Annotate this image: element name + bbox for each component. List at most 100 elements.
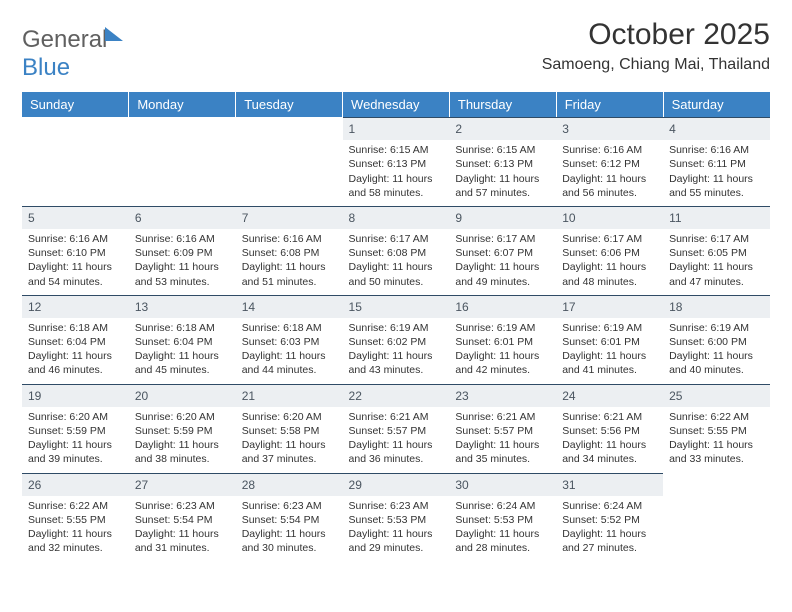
day-number: 14 <box>236 295 343 318</box>
day-number: 5 <box>22 206 129 229</box>
day-number: 17 <box>556 295 663 318</box>
calendar-cell: 5Sunrise: 6:16 AMSunset: 6:10 PMDaylight… <box>22 206 129 295</box>
day-details: Sunrise: 6:18 AMSunset: 6:04 PMDaylight:… <box>129 318 236 384</box>
day-number: 29 <box>343 473 450 496</box>
day-details: Sunrise: 6:17 AMSunset: 6:05 PMDaylight:… <box>663 229 770 295</box>
day-number: 25 <box>663 384 770 407</box>
sunrise-line: Sunrise: 6:16 AM <box>669 143 764 157</box>
daylight-line: Daylight: 11 hours and 57 minutes. <box>455 172 550 200</box>
calendar-cell: 11Sunrise: 6:17 AMSunset: 6:05 PMDayligh… <box>663 206 770 295</box>
sunset-line: Sunset: 6:04 PM <box>28 335 123 349</box>
day-details: Sunrise: 6:21 AMSunset: 5:56 PMDaylight:… <box>556 407 663 473</box>
day-details: Sunrise: 6:24 AMSunset: 5:52 PMDaylight:… <box>556 496 663 562</box>
sunset-line: Sunset: 5:52 PM <box>562 513 657 527</box>
sunrise-line: Sunrise: 6:19 AM <box>455 321 550 335</box>
sunrise-line: Sunrise: 6:18 AM <box>135 321 230 335</box>
daylight-line: Daylight: 11 hours and 36 minutes. <box>349 438 444 466</box>
weekday-header: Tuesday <box>236 92 343 117</box>
sunrise-line: Sunrise: 6:21 AM <box>349 410 444 424</box>
day-details: Sunrise: 6:24 AMSunset: 5:53 PMDaylight:… <box>449 496 556 562</box>
calendar-body: 1Sunrise: 6:15 AMSunset: 6:13 PMDaylight… <box>22 117 770 561</box>
calendar-cell: 22Sunrise: 6:21 AMSunset: 5:57 PMDayligh… <box>343 384 450 473</box>
sunset-line: Sunset: 6:03 PM <box>242 335 337 349</box>
calendar-page: General Blue October 2025 Samoeng, Chian… <box>0 0 792 571</box>
sunset-line: Sunset: 6:07 PM <box>455 246 550 260</box>
calendar-cell <box>22 117 129 206</box>
day-number: 11 <box>663 206 770 229</box>
calendar-cell: 6Sunrise: 6:16 AMSunset: 6:09 PMDaylight… <box>129 206 236 295</box>
day-details: Sunrise: 6:16 AMSunset: 6:08 PMDaylight:… <box>236 229 343 295</box>
daylight-line: Daylight: 11 hours and 46 minutes. <box>28 349 123 377</box>
calendar-cell: 1Sunrise: 6:15 AMSunset: 6:13 PMDaylight… <box>343 117 450 206</box>
calendar-cell: 31Sunrise: 6:24 AMSunset: 5:52 PMDayligh… <box>556 473 663 562</box>
daylight-line: Daylight: 11 hours and 43 minutes. <box>349 349 444 377</box>
day-details: Sunrise: 6:16 AMSunset: 6:11 PMDaylight:… <box>663 140 770 206</box>
day-number: 13 <box>129 295 236 318</box>
sunrise-line: Sunrise: 6:19 AM <box>669 321 764 335</box>
sunrise-line: Sunrise: 6:21 AM <box>562 410 657 424</box>
day-details: Sunrise: 6:19 AMSunset: 6:01 PMDaylight:… <box>449 318 556 384</box>
daylight-line: Daylight: 11 hours and 35 minutes. <box>455 438 550 466</box>
calendar-cell: 19Sunrise: 6:20 AMSunset: 5:59 PMDayligh… <box>22 384 129 473</box>
sunset-line: Sunset: 5:57 PM <box>349 424 444 438</box>
sunrise-line: Sunrise: 6:23 AM <box>242 499 337 513</box>
calendar-cell: 24Sunrise: 6:21 AMSunset: 5:56 PMDayligh… <box>556 384 663 473</box>
daylight-line: Daylight: 11 hours and 38 minutes. <box>135 438 230 466</box>
daylight-line: Daylight: 11 hours and 47 minutes. <box>669 260 764 288</box>
day-details: Sunrise: 6:20 AMSunset: 5:59 PMDaylight:… <box>22 407 129 473</box>
day-details: Sunrise: 6:23 AMSunset: 5:53 PMDaylight:… <box>343 496 450 562</box>
weekday-header: Saturday <box>663 92 770 117</box>
sunset-line: Sunset: 5:54 PM <box>242 513 337 527</box>
daylight-line: Daylight: 11 hours and 53 minutes. <box>135 260 230 288</box>
calendar-cell: 9Sunrise: 6:17 AMSunset: 6:07 PMDaylight… <box>449 206 556 295</box>
day-details: Sunrise: 6:15 AMSunset: 6:13 PMDaylight:… <box>449 140 556 206</box>
daylight-line: Daylight: 11 hours and 56 minutes. <box>562 172 657 200</box>
calendar-cell: 20Sunrise: 6:20 AMSunset: 5:59 PMDayligh… <box>129 384 236 473</box>
sunrise-line: Sunrise: 6:16 AM <box>135 232 230 246</box>
sunrise-line: Sunrise: 6:19 AM <box>349 321 444 335</box>
day-details: Sunrise: 6:16 AMSunset: 6:09 PMDaylight:… <box>129 229 236 295</box>
calendar-cell: 3Sunrise: 6:16 AMSunset: 6:12 PMDaylight… <box>556 117 663 206</box>
calendar-cell: 28Sunrise: 6:23 AMSunset: 5:54 PMDayligh… <box>236 473 343 562</box>
calendar-cell: 2Sunrise: 6:15 AMSunset: 6:13 PMDaylight… <box>449 117 556 206</box>
weekday-row: SundayMondayTuesdayWednesdayThursdayFrid… <box>22 92 770 117</box>
sunset-line: Sunset: 6:08 PM <box>349 246 444 260</box>
calendar-cell: 29Sunrise: 6:23 AMSunset: 5:53 PMDayligh… <box>343 473 450 562</box>
calendar-cell: 7Sunrise: 6:16 AMSunset: 6:08 PMDaylight… <box>236 206 343 295</box>
calendar-week: 5Sunrise: 6:16 AMSunset: 6:10 PMDaylight… <box>22 206 770 295</box>
sunset-line: Sunset: 5:59 PM <box>135 424 230 438</box>
brand-part2: Blue <box>22 54 70 81</box>
daylight-line: Daylight: 11 hours and 45 minutes. <box>135 349 230 377</box>
day-details: Sunrise: 6:17 AMSunset: 6:08 PMDaylight:… <box>343 229 450 295</box>
sunset-line: Sunset: 6:01 PM <box>455 335 550 349</box>
sunrise-line: Sunrise: 6:24 AM <box>562 499 657 513</box>
sunrise-line: Sunrise: 6:23 AM <box>349 499 444 513</box>
day-details: Sunrise: 6:20 AMSunset: 5:58 PMDaylight:… <box>236 407 343 473</box>
weekday-header: Wednesday <box>343 92 450 117</box>
sunrise-line: Sunrise: 6:17 AM <box>455 232 550 246</box>
day-number: 15 <box>343 295 450 318</box>
sunrise-line: Sunrise: 6:18 AM <box>242 321 337 335</box>
sunset-line: Sunset: 6:12 PM <box>562 157 657 171</box>
day-number: 20 <box>129 384 236 407</box>
sunset-line: Sunset: 6:04 PM <box>135 335 230 349</box>
day-details: Sunrise: 6:19 AMSunset: 6:00 PMDaylight:… <box>663 318 770 384</box>
title-block: October 2025 Samoeng, Chiang Mai, Thaila… <box>542 18 770 74</box>
calendar-cell: 14Sunrise: 6:18 AMSunset: 6:03 PMDayligh… <box>236 295 343 384</box>
day-details: Sunrise: 6:17 AMSunset: 6:06 PMDaylight:… <box>556 229 663 295</box>
brand-logo: General Blue <box>22 18 123 82</box>
day-number: 24 <box>556 384 663 407</box>
day-number: 27 <box>129 473 236 496</box>
sunset-line: Sunset: 5:55 PM <box>669 424 764 438</box>
sunrise-line: Sunrise: 6:16 AM <box>242 232 337 246</box>
day-details: Sunrise: 6:16 AMSunset: 6:10 PMDaylight:… <box>22 229 129 295</box>
day-details: Sunrise: 6:17 AMSunset: 6:07 PMDaylight:… <box>449 229 556 295</box>
brand-triangle-icon <box>105 27 123 41</box>
day-number: 23 <box>449 384 556 407</box>
day-number: 9 <box>449 206 556 229</box>
daylight-line: Daylight: 11 hours and 27 minutes. <box>562 527 657 555</box>
sunrise-line: Sunrise: 6:22 AM <box>669 410 764 424</box>
daylight-line: Daylight: 11 hours and 54 minutes. <box>28 260 123 288</box>
day-number: 8 <box>343 206 450 229</box>
brand-part1: General <box>22 26 107 53</box>
